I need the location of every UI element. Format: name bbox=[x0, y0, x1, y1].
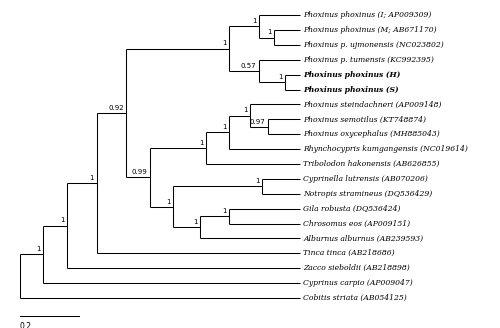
Text: Phoxinus semotilus (KT748874): Phoxinus semotilus (KT748874) bbox=[303, 115, 426, 123]
Text: Cobitis striata (AB054125): Cobitis striata (AB054125) bbox=[303, 294, 407, 302]
Text: Gila robusta (DQ536424): Gila robusta (DQ536424) bbox=[303, 205, 400, 213]
Text: 0.57: 0.57 bbox=[241, 63, 256, 69]
Text: Phoxinus p. ujmonensis (NC023802): Phoxinus p. ujmonensis (NC023802) bbox=[303, 41, 444, 49]
Text: 1: 1 bbox=[193, 219, 198, 225]
Text: 0.2: 0.2 bbox=[20, 322, 32, 328]
Text: Zacco sieboldii (AB218898): Zacco sieboldii (AB218898) bbox=[303, 264, 410, 272]
Text: 1: 1 bbox=[60, 217, 64, 223]
Text: 0.92: 0.92 bbox=[108, 105, 124, 111]
Text: 1: 1 bbox=[255, 178, 260, 184]
Text: Chrosomus eos (AP009151): Chrosomus eos (AP009151) bbox=[303, 219, 410, 228]
Text: 1: 1 bbox=[166, 198, 171, 205]
Text: Rhynchocypris kumgangensis (NC019614): Rhynchocypris kumgangensis (NC019614) bbox=[303, 145, 468, 153]
Text: 1: 1 bbox=[90, 175, 94, 181]
Text: 1: 1 bbox=[222, 40, 227, 47]
Text: Cyprinella lutrensis (AB070206): Cyprinella lutrensis (AB070206) bbox=[303, 175, 428, 183]
Text: Alburnus alburnus (AB239593): Alburnus alburnus (AB239593) bbox=[303, 235, 424, 242]
Text: 0.99: 0.99 bbox=[132, 169, 148, 175]
Text: Phoxinus phoxinus (I; AP009309): Phoxinus phoxinus (I; AP009309) bbox=[303, 11, 432, 19]
Text: 1: 1 bbox=[222, 208, 227, 214]
Text: 1: 1 bbox=[199, 140, 203, 146]
Text: Phoxinus oxycephalus (MH885043): Phoxinus oxycephalus (MH885043) bbox=[303, 130, 440, 138]
Text: 1: 1 bbox=[222, 124, 227, 130]
Text: Tribolodon hakonensis (AB626855): Tribolodon hakonensis (AB626855) bbox=[303, 160, 440, 168]
Text: Tinca tinca (AB218686): Tinca tinca (AB218686) bbox=[303, 249, 395, 257]
Text: Notropis stramineus (DQ536429): Notropis stramineus (DQ536429) bbox=[303, 190, 432, 198]
Text: Phoxinus phoxinus (H): Phoxinus phoxinus (H) bbox=[303, 71, 400, 79]
Text: Phoxinus phoxinus (M; AB671170): Phoxinus phoxinus (M; AB671170) bbox=[303, 26, 437, 34]
Text: 1: 1 bbox=[252, 18, 256, 24]
Text: 1: 1 bbox=[278, 74, 283, 80]
Text: Phoxinus steindachneri (AP009148): Phoxinus steindachneri (AP009148) bbox=[303, 100, 442, 109]
Text: Phoxinus phoxinus (S): Phoxinus phoxinus (S) bbox=[303, 86, 399, 93]
Text: Cyprinus carpio (AP009047): Cyprinus carpio (AP009047) bbox=[303, 279, 413, 287]
Text: 1: 1 bbox=[243, 107, 248, 113]
Text: 1: 1 bbox=[267, 29, 272, 35]
Text: 1: 1 bbox=[36, 246, 41, 252]
Text: Phoxinus p. tumensis (KC992395): Phoxinus p. tumensis (KC992395) bbox=[303, 56, 434, 64]
Text: 0.97: 0.97 bbox=[250, 118, 266, 125]
